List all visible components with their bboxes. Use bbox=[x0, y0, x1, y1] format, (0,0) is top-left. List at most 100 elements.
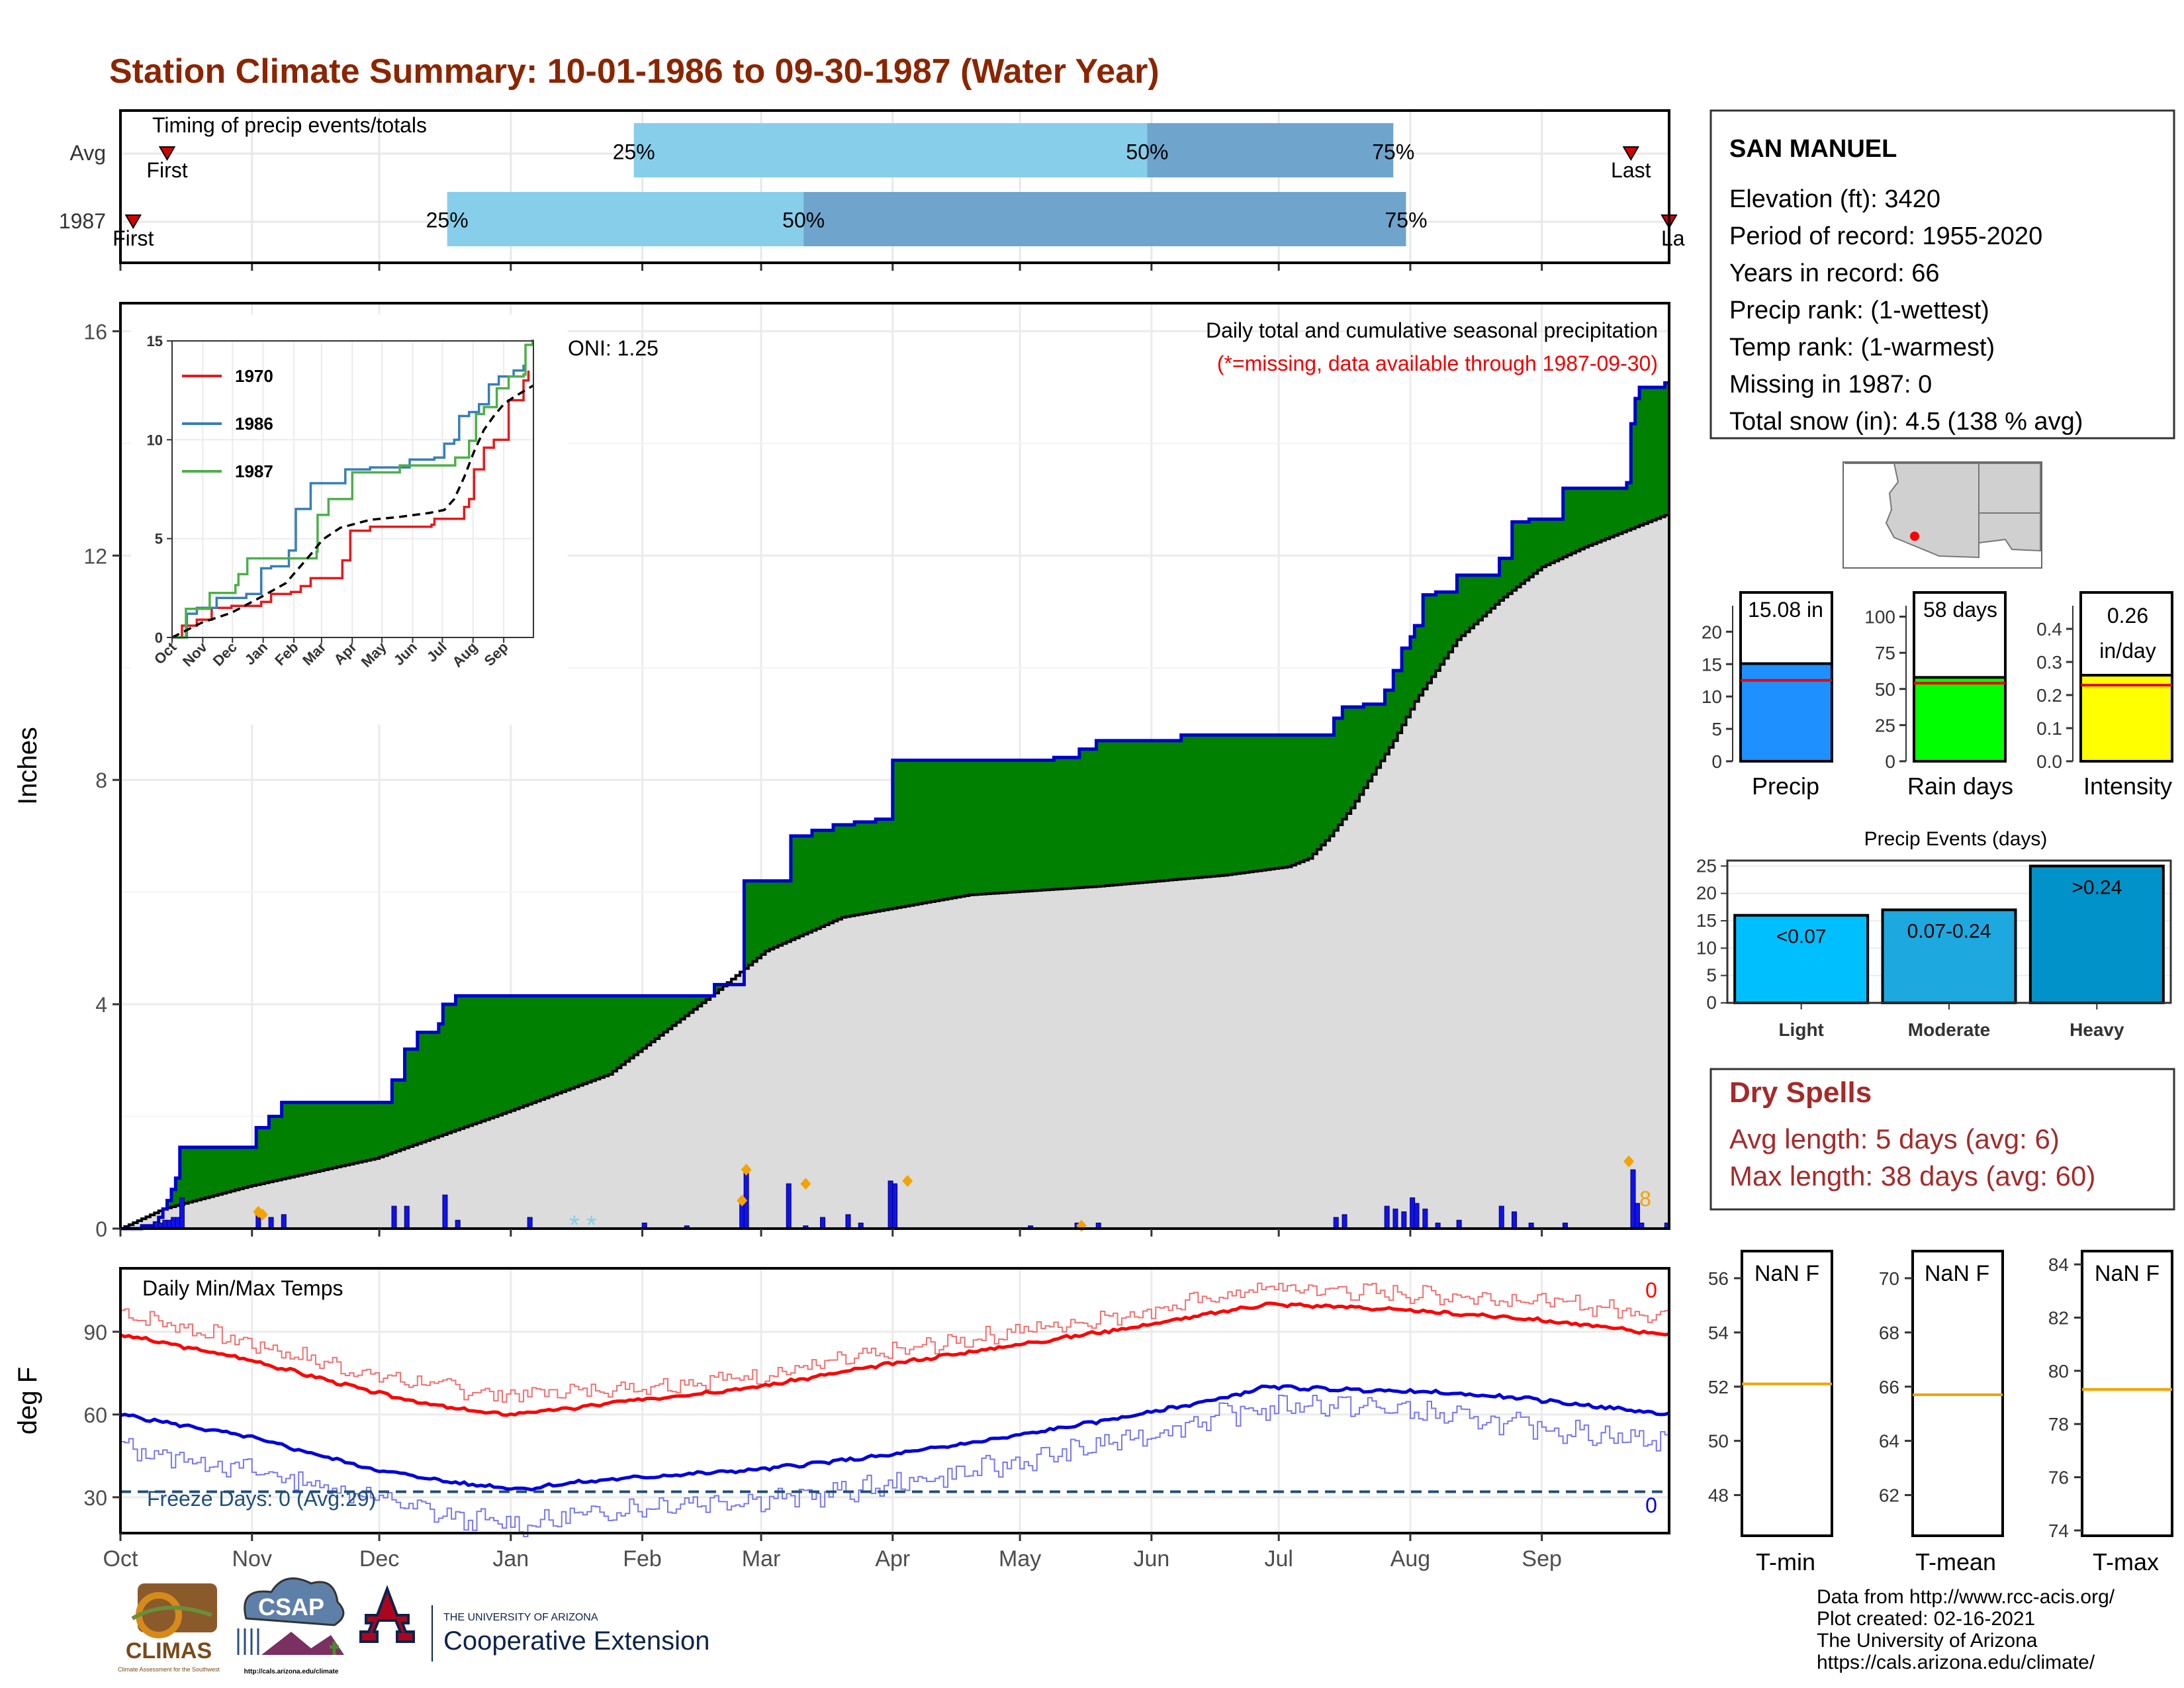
region-states-shape bbox=[1844, 463, 2041, 559]
inset-legend-label: 1986 bbox=[235, 414, 273, 434]
daily-precip-bar bbox=[527, 1217, 533, 1229]
summary-y-tick-label: 5 bbox=[1711, 719, 1722, 739]
station-name: SAN MANUEL bbox=[1729, 135, 1897, 163]
events-bar-name: Light bbox=[1778, 1019, 1823, 1040]
events-y-tick-label: 5 bbox=[1706, 965, 1717, 986]
summary-y-tick-label: 0.4 bbox=[2036, 619, 2062, 639]
station-temp-rank: Temp rank: (1-warmest) bbox=[1729, 334, 1995, 361]
raindays-bar-name: Rain days bbox=[1907, 773, 2013, 800]
tmin-bar-name: T-min bbox=[1756, 1548, 1815, 1575]
daily-precip-bar bbox=[268, 1217, 274, 1229]
climas-logo-subtext: Climate Assessment for the Southwest bbox=[118, 1666, 220, 1673]
daily-precip-bar bbox=[786, 1183, 792, 1229]
station-missing: Missing in 1987: 0 bbox=[1729, 371, 1932, 399]
temp-bar-frame-t-mean bbox=[1911, 1250, 2004, 1537]
locator-map bbox=[1843, 461, 2042, 569]
summary-y-tick-label: 0 bbox=[1885, 751, 1895, 772]
extreme-event-marker bbox=[741, 1164, 752, 1176]
daily-precip-bar bbox=[1392, 1208, 1398, 1229]
csap-logo-text: CSAP bbox=[258, 1593, 324, 1620]
average-cumulative-line bbox=[120, 513, 1670, 1230]
precip-bar-name: Precip bbox=[1752, 773, 1819, 800]
daily-precip-bar bbox=[391, 1205, 397, 1229]
temp-bar-y-tick-label: 74 bbox=[2048, 1521, 2069, 1541]
inset-y-tick-label: 5 bbox=[155, 531, 163, 547]
csap-logo: CSAP http://cals.arizona.edu/climate bbox=[237, 1577, 345, 1675]
summary-y-tick-label: 25 bbox=[1875, 715, 1895, 735]
extreme-event-marker bbox=[257, 1208, 268, 1221]
first-event-marker bbox=[158, 146, 176, 161]
last-event-label: Last bbox=[1611, 158, 1651, 182]
month-tick-label: Apr bbox=[875, 1546, 910, 1571]
summary-y-tick-label: 75 bbox=[1875, 643, 1895, 663]
inset-y-tick-label: 15 bbox=[147, 333, 163, 350]
station-years: Years in record: 66 bbox=[1729, 259, 1940, 287]
min-count-label: 0 bbox=[1645, 1493, 1657, 1517]
dry-spells-max: Max length: 38 days (avg: 60) bbox=[1729, 1160, 2095, 1192]
temp-bar-y-tick-label: 66 bbox=[1879, 1377, 1899, 1397]
precip-chart-title: Daily total and cumulative seasonal prec… bbox=[1206, 318, 1658, 342]
precip-bar bbox=[1739, 662, 1833, 763]
inset-y-tick-label: 0 bbox=[155, 630, 163, 646]
footer-credits: Data from http://www.rcc-acis.org/ Plot … bbox=[1817, 1586, 2115, 1673]
footer-line-url: https://cals.arizona.edu/climate/ bbox=[1817, 1652, 2095, 1673]
station-location-dot bbox=[1910, 532, 1919, 541]
timing-bar-avg-25-50 bbox=[633, 123, 1148, 177]
average-max-temp-line bbox=[120, 1301, 1670, 1417]
month-tick-label: Nov bbox=[232, 1546, 272, 1571]
events-y-tick-label: 20 bbox=[1696, 883, 1717, 904]
timing-label-75: 75% bbox=[1372, 140, 1414, 164]
cloud-icon bbox=[244, 1577, 345, 1626]
dry-spells-title: Dry Spells bbox=[1729, 1076, 1872, 1109]
summary-y-tick-label: 0.1 bbox=[2036, 718, 2062, 739]
month-tick-label: Feb bbox=[623, 1546, 662, 1571]
temp-bar-y-tick-label: 70 bbox=[1879, 1268, 1899, 1289]
month-tick-label: Oct bbox=[103, 1546, 138, 1571]
summary-y-tick-label: 10 bbox=[1702, 686, 1722, 707]
precip-events-chart: Precip Events (days) 0 5 10 15 20 25 <0.07 Ligh… bbox=[1696, 828, 2172, 1040]
university-a-icon bbox=[359, 1585, 415, 1643]
extreme-event-marker bbox=[902, 1174, 913, 1187]
tmin-bar-value: NaN F bbox=[1754, 1261, 1819, 1286]
temp-bar-y-tick-label: 84 bbox=[2048, 1254, 2069, 1275]
intensity-bar-name: Intensity bbox=[2083, 773, 2172, 800]
timing-label-25: 25% bbox=[613, 140, 655, 164]
inset-legend-label: 1987 bbox=[235, 461, 273, 481]
precip-panel: * * 0 4 8 12 16 Inches Daily total and cumula… bbox=[13, 302, 1670, 1241]
daily-precip-bar bbox=[1342, 1214, 1347, 1229]
daily-precip-bar bbox=[1422, 1208, 1428, 1229]
precip-chart-subtitle: (*=missing, data available through 1987-… bbox=[1217, 352, 1658, 375]
intensity-bar bbox=[2079, 674, 2173, 763]
daily-precip-bar bbox=[404, 1205, 410, 1229]
precip-y-tick-label: 16 bbox=[83, 320, 107, 344]
timing-label-50: 50% bbox=[1126, 140, 1168, 164]
state-border-nm-tx bbox=[1979, 463, 2040, 514]
dry-spells-avg: Avg length: 5 days (avg: 6) bbox=[1729, 1123, 2060, 1154]
daily-precip-bar bbox=[1384, 1205, 1390, 1229]
temp-y-tick-label: 90 bbox=[83, 1321, 107, 1344]
ua-logo-big-text: Cooperative Extension bbox=[443, 1626, 709, 1656]
summary-y-tick-label: 0.2 bbox=[2036, 685, 2062, 706]
daily-precip-bar bbox=[892, 1183, 897, 1229]
footer-line-data: Data from http://www.rcc-acis.org/ bbox=[1817, 1586, 2115, 1608]
daily-precip-bar bbox=[1512, 1211, 1517, 1229]
summary-y-tick-label: 0.0 bbox=[2036, 751, 2062, 772]
temperature-frame bbox=[119, 1267, 1670, 1534]
month-tick-label: May bbox=[999, 1546, 1041, 1571]
first-event-label: First bbox=[113, 226, 154, 250]
ua-cooperative-extension-logo: THE UNIVERSITY OF ARIZONA Cooperative Ex… bbox=[359, 1585, 709, 1662]
summary-y-tick-label: 0.3 bbox=[2036, 652, 2062, 673]
precip-y-tick-label: 12 bbox=[83, 544, 107, 568]
temp-bar-y-tick-label: 64 bbox=[1879, 1431, 1899, 1452]
station-elevation: Elevation (ft): 3420 bbox=[1729, 185, 1940, 213]
timing-bar-1987-25-50 bbox=[447, 192, 804, 246]
month-tick-label: Jan bbox=[492, 1546, 529, 1571]
temp-bar-y-tick-label: 56 bbox=[1708, 1268, 1729, 1289]
events-y-tick-label: 0 bbox=[1706, 992, 1717, 1013]
observed-cumulative-line bbox=[120, 381, 1669, 1231]
station-period: Period of record: 1955-2020 bbox=[1729, 222, 2042, 250]
events-title: Precip Events (days) bbox=[1864, 828, 2048, 850]
events-bar-label: 0.07-0.24 bbox=[1907, 920, 1991, 942]
